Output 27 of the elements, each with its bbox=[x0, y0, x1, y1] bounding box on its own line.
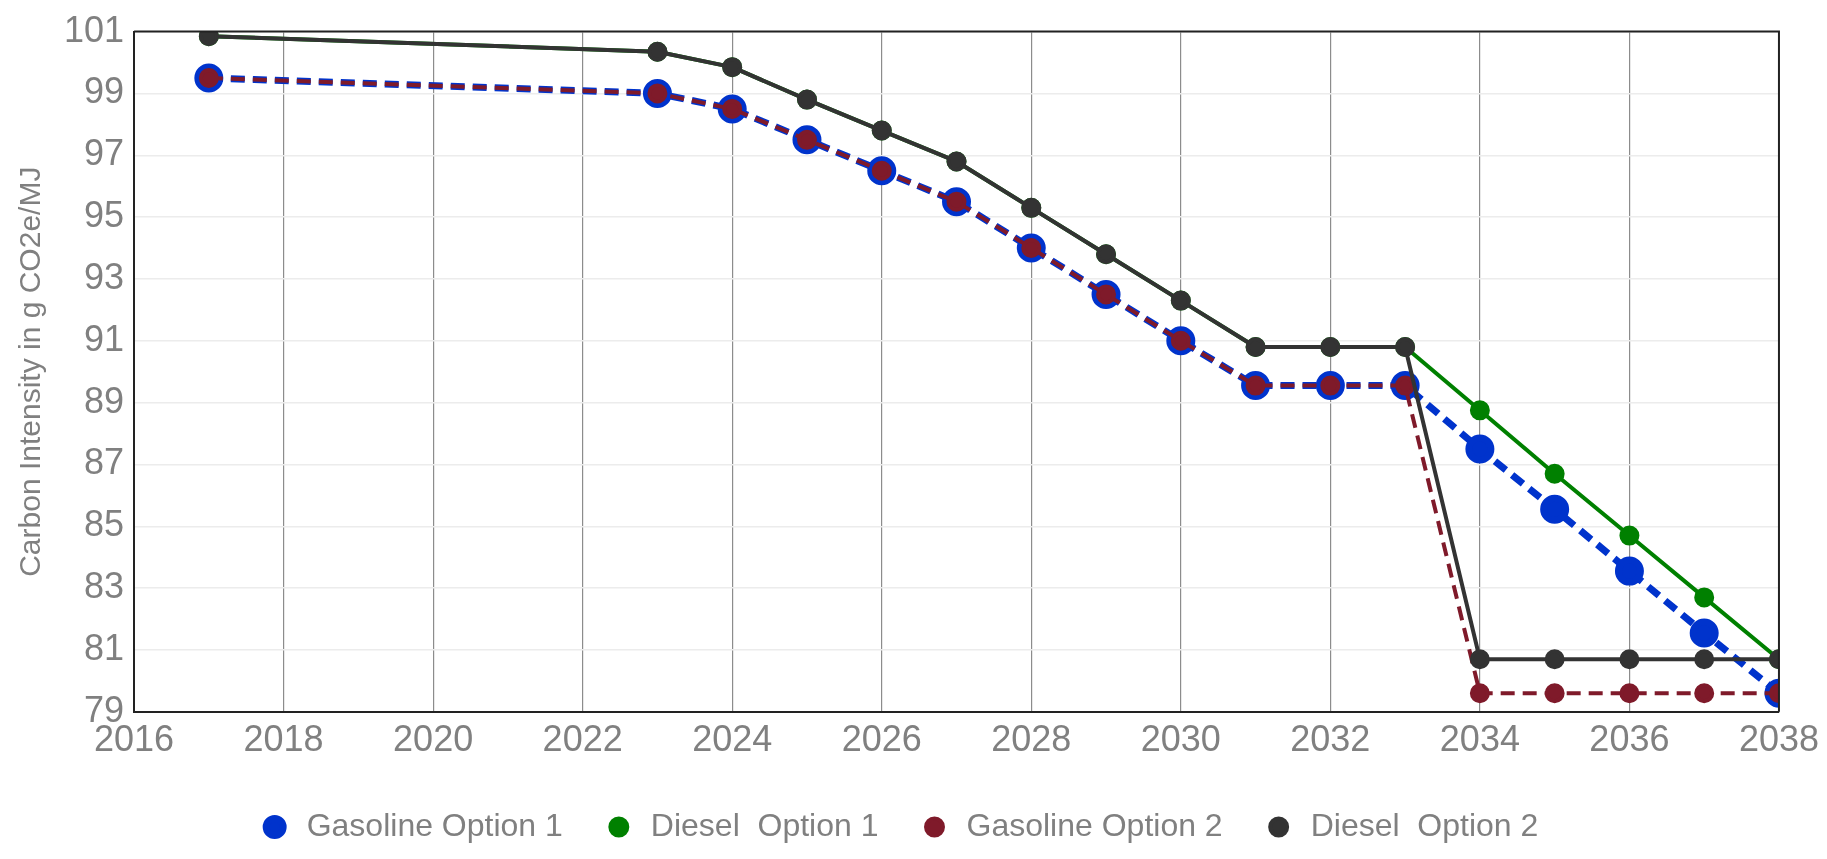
x-tick-label: 2026 bbox=[841, 718, 922, 760]
x-tick-label: 2036 bbox=[1589, 718, 1670, 760]
legend-label: Diesel Option 1 bbox=[650, 806, 879, 843]
x-tick-label: 2028 bbox=[991, 718, 1072, 760]
legend-label: Diesel Option 2 bbox=[1310, 806, 1539, 843]
y-tick-label: 87 bbox=[84, 441, 125, 483]
x-tick-label: 2032 bbox=[1290, 718, 1371, 760]
y-tick-label: 85 bbox=[84, 503, 125, 545]
y-tick-label: 99 bbox=[84, 70, 125, 112]
y-tick-label: 91 bbox=[84, 317, 125, 359]
y-tick-label: 81 bbox=[84, 626, 125, 668]
y-tick-label: 89 bbox=[84, 379, 125, 421]
legend-label: Gasoline Option 1 bbox=[306, 806, 563, 843]
x-tick-label: 2030 bbox=[1140, 718, 1221, 760]
y-tick-label: 101 bbox=[63, 8, 125, 50]
x-tick-label: 2018 bbox=[243, 718, 324, 760]
y-tick-label: 93 bbox=[84, 255, 125, 297]
x-tick-label: 2038 bbox=[1738, 718, 1819, 760]
y-tick-label: 97 bbox=[84, 132, 125, 174]
y-axis-title: Carbon Intensity in g CO2e/MJ bbox=[13, 166, 47, 577]
x-tick-label: 2034 bbox=[1439, 718, 1520, 760]
legend-label: Gasoline Option 2 bbox=[966, 806, 1223, 843]
y-tick-label: 83 bbox=[84, 565, 125, 607]
x-tick-label: 2024 bbox=[692, 718, 773, 760]
y-tick-label: 95 bbox=[84, 194, 125, 236]
x-tick-label: 2022 bbox=[542, 718, 623, 760]
x-tick-label: 2020 bbox=[393, 718, 474, 760]
